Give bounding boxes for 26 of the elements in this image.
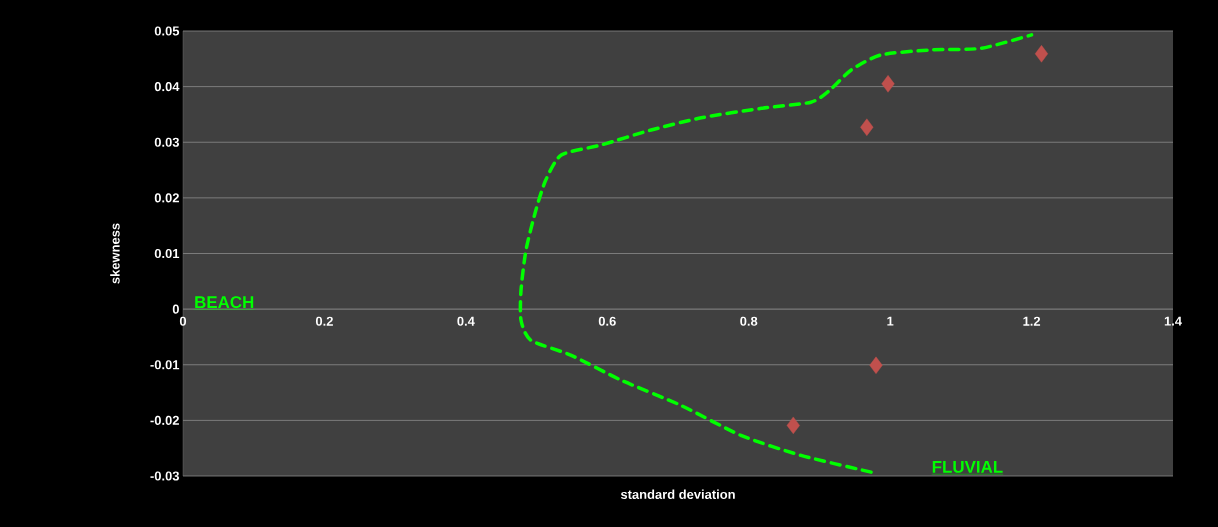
y-tick-label: -0.03 — [150, 471, 180, 481]
y-tick-label: 0.04 — [154, 82, 180, 92]
x-tick-label: 0.2 — [315, 316, 333, 326]
point — [860, 118, 874, 136]
annotation: BEACH — [195, 296, 254, 309]
x-tick-label: 0.6 — [598, 316, 616, 326]
y-tick-label: 0.03 — [154, 137, 180, 147]
x-tick-label: 1.4 — [1164, 316, 1182, 326]
x-tick-label: 1 — [887, 316, 894, 326]
point — [786, 416, 800, 435]
y-axis-title: skewness — [110, 223, 120, 284]
y-tick-label: 0.01 — [154, 248, 180, 259]
x-tick-label: 0.8 — [740, 316, 758, 326]
annotation: FLUVIAL — [932, 460, 1003, 473]
point — [869, 356, 883, 374]
x-tick-label: 1.2 — [1023, 316, 1041, 326]
x-tick-label: 0 — [179, 316, 187, 326]
y-tick-label: -0.01 — [150, 360, 180, 370]
y-tick-label: 0.05 — [154, 26, 180, 36]
point — [1034, 45, 1049, 63]
point — [881, 75, 895, 93]
x-axis-title: standard deviation — [620, 489, 735, 499]
y-tick-label: -0.02 — [150, 415, 179, 425]
y-tick-label: 0.02 — [154, 193, 179, 203]
y-tick-label: 0 — [172, 304, 179, 314]
x-tick-label: 0.4 — [457, 316, 475, 326]
